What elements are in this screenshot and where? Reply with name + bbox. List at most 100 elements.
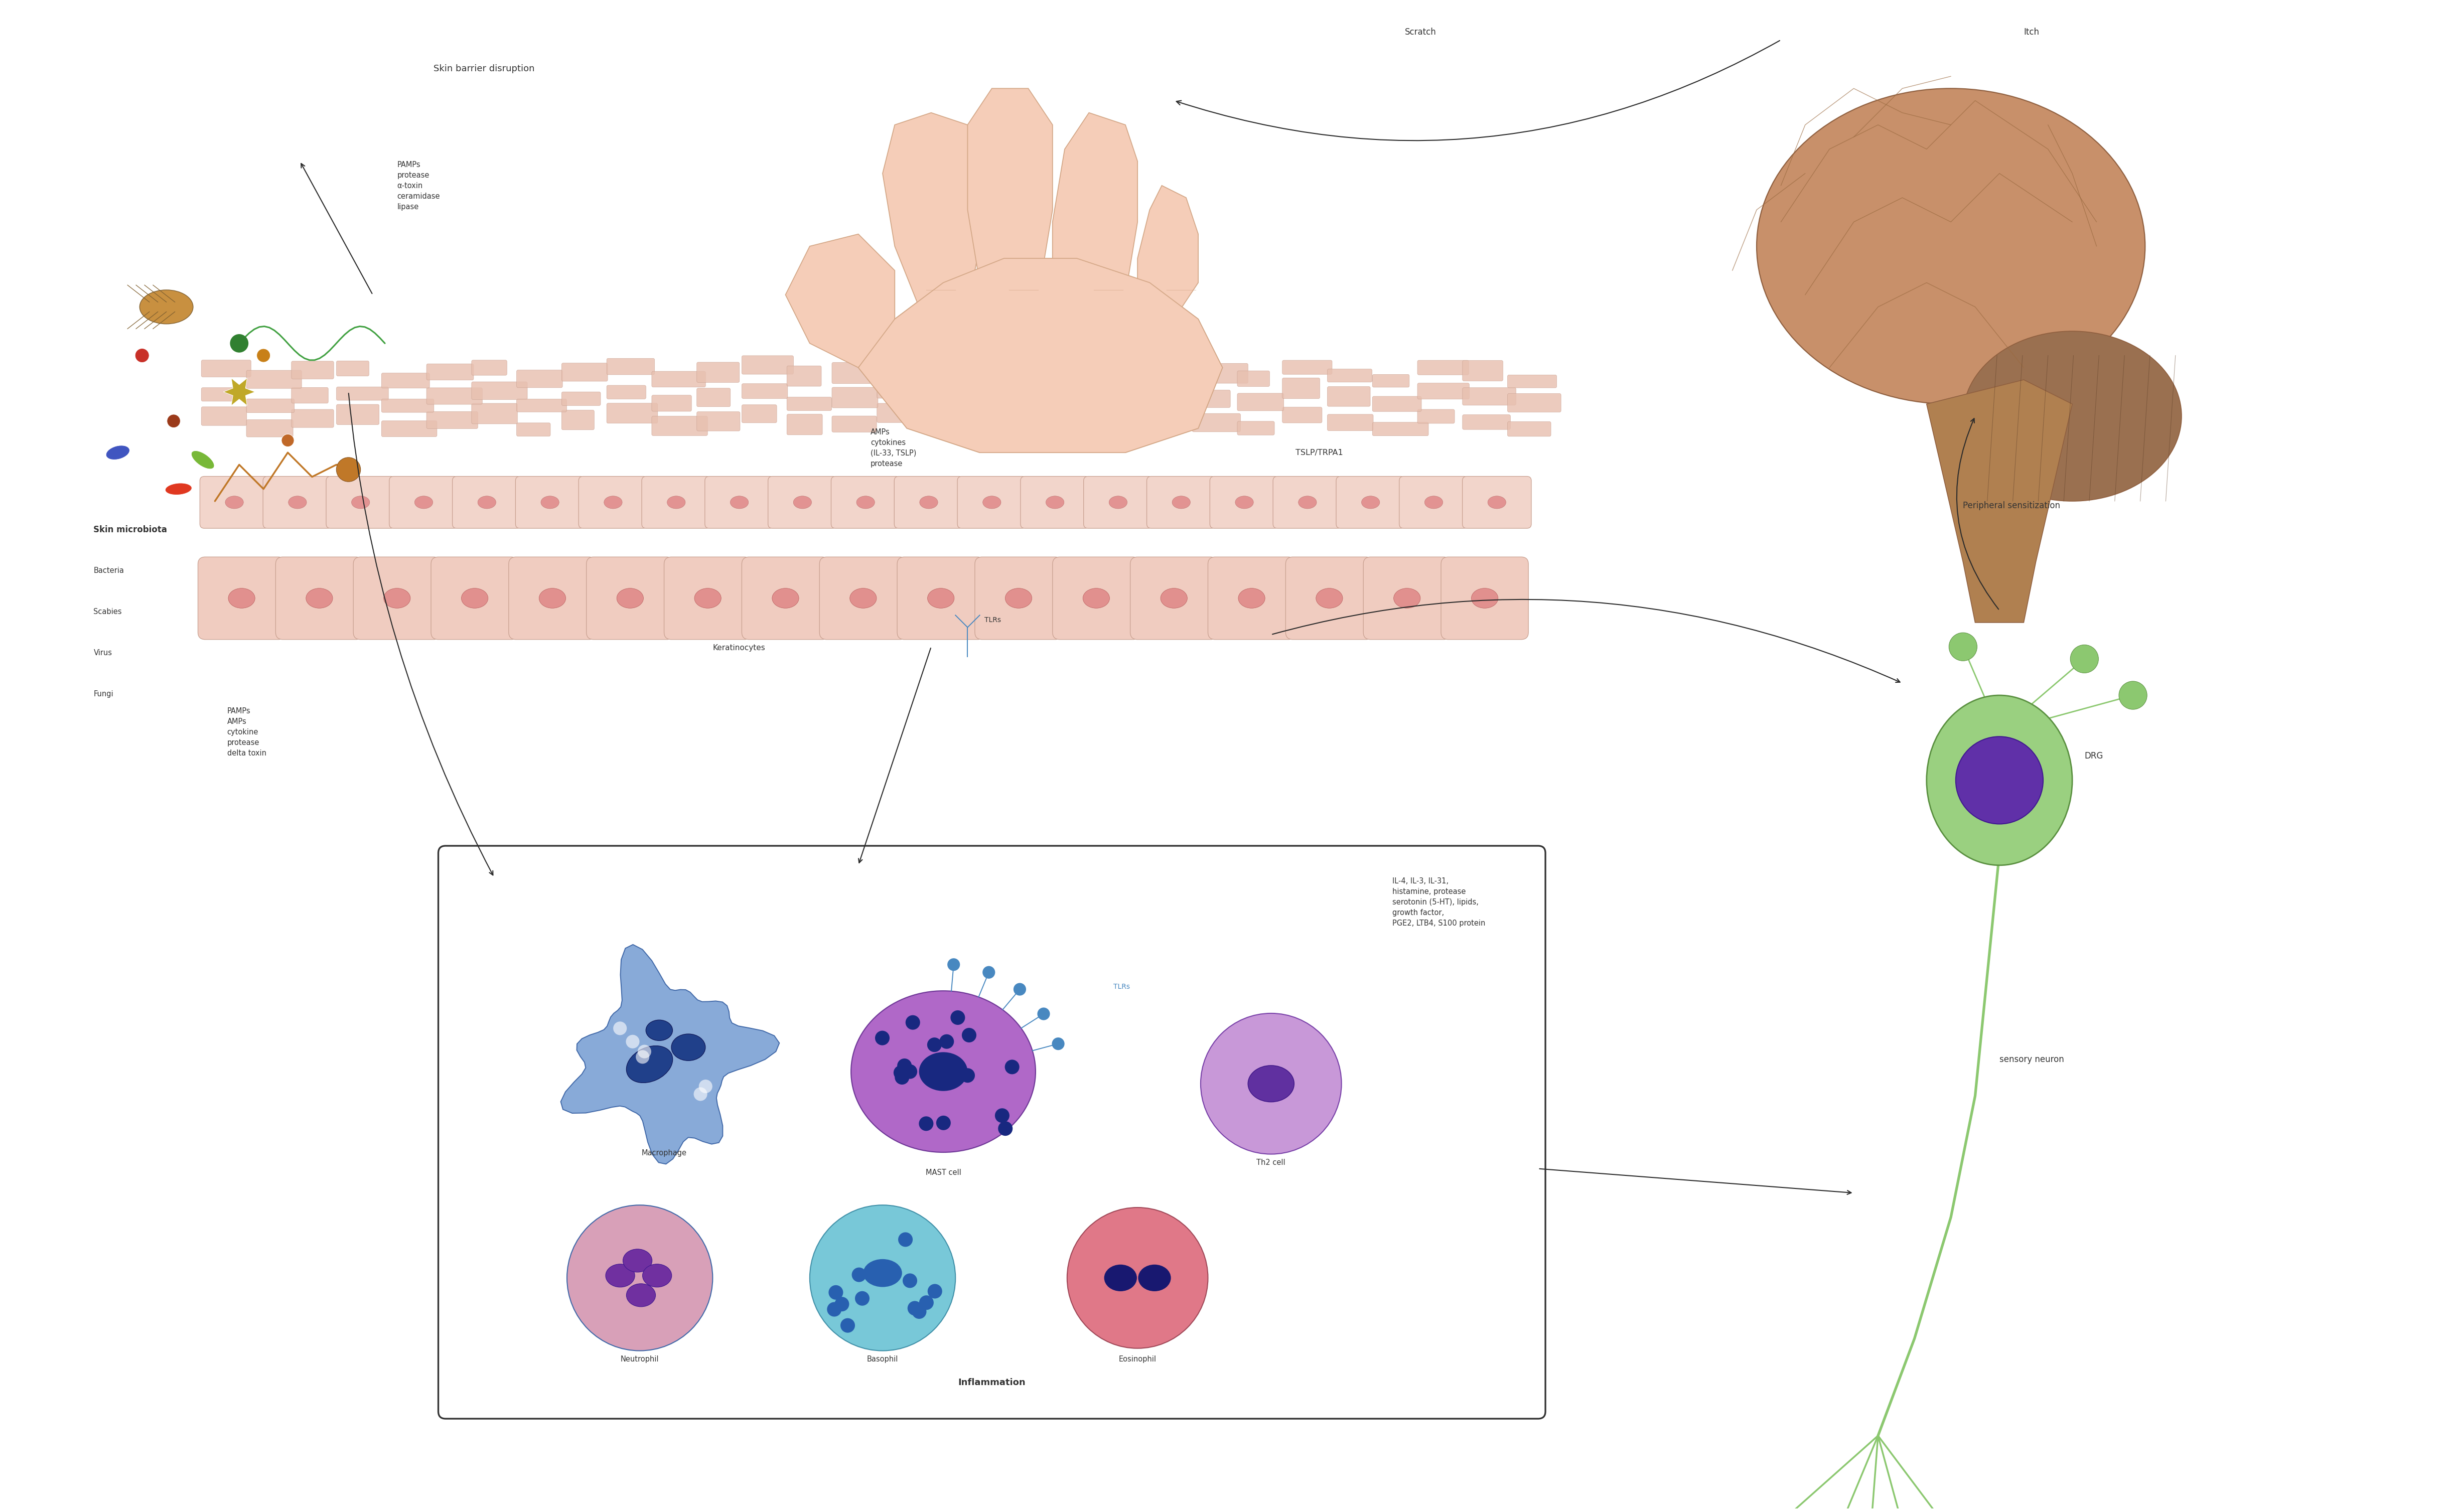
FancyBboxPatch shape — [276, 556, 362, 640]
Polygon shape — [560, 945, 780, 1164]
Ellipse shape — [1756, 88, 2144, 404]
FancyBboxPatch shape — [1274, 476, 1342, 528]
FancyBboxPatch shape — [337, 361, 369, 376]
Ellipse shape — [1046, 496, 1064, 508]
FancyBboxPatch shape — [200, 407, 247, 425]
Ellipse shape — [289, 496, 306, 508]
FancyBboxPatch shape — [516, 476, 584, 528]
Text: Inflammation: Inflammation — [958, 1377, 1024, 1387]
Ellipse shape — [105, 446, 130, 460]
FancyBboxPatch shape — [922, 416, 966, 434]
FancyBboxPatch shape — [1130, 556, 1218, 640]
Circle shape — [961, 1067, 976, 1083]
FancyBboxPatch shape — [1103, 395, 1152, 410]
Circle shape — [638, 1045, 650, 1058]
FancyBboxPatch shape — [831, 476, 900, 528]
Ellipse shape — [1927, 696, 2073, 865]
FancyBboxPatch shape — [247, 399, 293, 413]
FancyBboxPatch shape — [200, 476, 269, 528]
Ellipse shape — [225, 496, 245, 508]
FancyBboxPatch shape — [1056, 370, 1100, 384]
FancyBboxPatch shape — [831, 387, 878, 408]
FancyBboxPatch shape — [606, 386, 645, 399]
Circle shape — [636, 1051, 650, 1064]
FancyBboxPatch shape — [1056, 396, 1110, 408]
Ellipse shape — [352, 496, 369, 508]
Circle shape — [998, 1122, 1012, 1136]
Circle shape — [939, 1034, 954, 1049]
Circle shape — [1066, 1208, 1208, 1349]
FancyBboxPatch shape — [968, 395, 1005, 408]
FancyBboxPatch shape — [516, 423, 550, 437]
FancyBboxPatch shape — [768, 476, 836, 528]
Text: MAST cell: MAST cell — [927, 1169, 961, 1176]
Circle shape — [1005, 1060, 1020, 1074]
Circle shape — [694, 1087, 707, 1101]
FancyBboxPatch shape — [438, 845, 1545, 1418]
FancyBboxPatch shape — [968, 416, 1000, 432]
Circle shape — [2071, 644, 2098, 673]
FancyBboxPatch shape — [1462, 387, 1516, 405]
FancyBboxPatch shape — [606, 358, 655, 375]
Polygon shape — [1927, 380, 2073, 623]
Polygon shape — [1051, 113, 1137, 295]
FancyBboxPatch shape — [1012, 405, 1059, 422]
FancyBboxPatch shape — [425, 387, 482, 404]
FancyBboxPatch shape — [381, 420, 438, 437]
Circle shape — [902, 1064, 917, 1080]
FancyBboxPatch shape — [831, 416, 878, 432]
FancyBboxPatch shape — [1208, 556, 1296, 640]
FancyBboxPatch shape — [247, 420, 293, 437]
FancyBboxPatch shape — [472, 404, 518, 423]
FancyBboxPatch shape — [1281, 360, 1333, 375]
Circle shape — [995, 1108, 1010, 1123]
Circle shape — [230, 334, 249, 352]
Circle shape — [2120, 682, 2147, 709]
Text: TSLP/TRPA1: TSLP/TRPA1 — [1296, 449, 1342, 457]
FancyBboxPatch shape — [697, 363, 738, 383]
Circle shape — [134, 348, 149, 363]
FancyBboxPatch shape — [472, 383, 528, 399]
Ellipse shape — [851, 588, 875, 608]
FancyBboxPatch shape — [787, 398, 831, 411]
Ellipse shape — [792, 496, 812, 508]
FancyBboxPatch shape — [878, 354, 912, 373]
FancyBboxPatch shape — [787, 414, 822, 435]
Polygon shape — [883, 113, 980, 307]
Circle shape — [809, 1205, 956, 1350]
FancyBboxPatch shape — [1103, 369, 1152, 386]
Ellipse shape — [538, 588, 565, 608]
FancyBboxPatch shape — [922, 392, 958, 410]
Circle shape — [946, 959, 961, 971]
Ellipse shape — [1235, 496, 1254, 508]
FancyBboxPatch shape — [200, 360, 252, 376]
Ellipse shape — [1298, 496, 1315, 508]
FancyBboxPatch shape — [1328, 369, 1372, 383]
Text: Basophil: Basophil — [868, 1356, 897, 1364]
Circle shape — [961, 1028, 976, 1042]
FancyBboxPatch shape — [878, 404, 914, 422]
FancyBboxPatch shape — [1509, 393, 1560, 413]
Circle shape — [834, 1297, 848, 1311]
FancyBboxPatch shape — [819, 556, 907, 640]
Ellipse shape — [1105, 1264, 1137, 1291]
FancyBboxPatch shape — [1237, 370, 1269, 387]
Ellipse shape — [1171, 496, 1191, 508]
FancyBboxPatch shape — [922, 367, 958, 386]
Text: PAMPs
AMPs
cytokine
protease
delta toxin: PAMPs AMPs cytokine protease delta toxin — [227, 708, 267, 758]
Circle shape — [281, 434, 293, 446]
FancyBboxPatch shape — [831, 363, 880, 384]
Text: Th2 cell: Th2 cell — [1257, 1160, 1286, 1166]
Text: Fungi: Fungi — [93, 691, 112, 699]
FancyBboxPatch shape — [1103, 417, 1142, 434]
FancyBboxPatch shape — [389, 476, 457, 528]
Ellipse shape — [1110, 496, 1127, 508]
Circle shape — [614, 1022, 626, 1036]
FancyBboxPatch shape — [516, 399, 567, 411]
FancyBboxPatch shape — [976, 556, 1061, 640]
FancyBboxPatch shape — [1364, 556, 1450, 640]
FancyBboxPatch shape — [1020, 476, 1090, 528]
FancyBboxPatch shape — [1372, 396, 1421, 411]
FancyBboxPatch shape — [291, 410, 335, 428]
FancyBboxPatch shape — [430, 556, 518, 640]
